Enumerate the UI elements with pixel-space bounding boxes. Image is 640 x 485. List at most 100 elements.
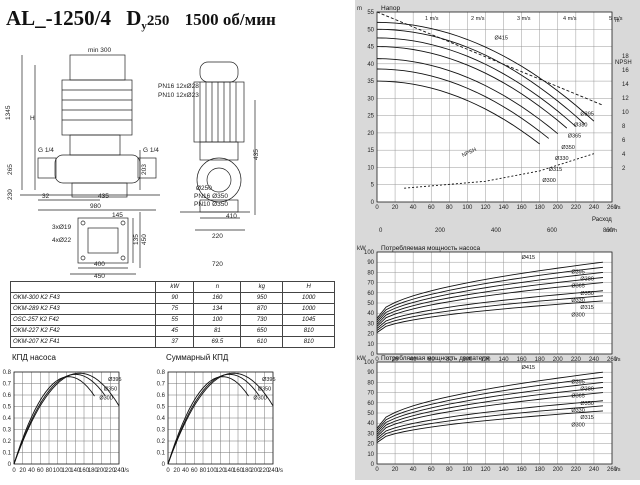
pump-efficiency-curve-label: Ø350 xyxy=(104,386,117,392)
pump-power-chart-curve xyxy=(376,290,603,329)
head-chart-ytick: 20 xyxy=(367,131,374,137)
nominal-diameter-value: 250 xyxy=(146,13,170,29)
pump-power-chart-xtick: 240 xyxy=(589,357,600,363)
motor-power-chart-ytick: 80 xyxy=(367,380,374,386)
motor-power-chart-label: Ø330 xyxy=(571,408,584,414)
motor-power-chart-xtick: 180 xyxy=(535,467,546,473)
pump-power-chart-xtick: 100 xyxy=(462,357,473,363)
total-efficiency-xtick: 80 xyxy=(200,468,207,474)
npsh-tick: 6 xyxy=(622,138,626,144)
plot-frame xyxy=(13,371,120,465)
dim-450: 450 xyxy=(94,273,105,278)
pump-efficiency-ytick: 0.5 xyxy=(3,405,12,411)
inlet-flange xyxy=(37,157,57,179)
head-chart-xtick: 20 xyxy=(392,205,399,211)
motor-power-chart-label: Ø350 xyxy=(580,401,593,407)
pump-power-chart-ytick: 20 xyxy=(367,332,374,338)
table-cell: 160 xyxy=(193,292,242,304)
head-chart-background xyxy=(377,12,612,202)
dim-4x22: 4xØ22 xyxy=(52,237,72,244)
pump-efficiency-xtick: 20 xyxy=(19,468,26,474)
dim-435: 435 xyxy=(98,193,109,200)
head-chart-ytick: 35 xyxy=(367,79,374,85)
dim-pn16-holes: PN16 12xØ28 xyxy=(158,83,199,90)
dim-410: 410 xyxy=(226,213,237,220)
flow-axis-label: Расход xyxy=(592,217,612,223)
total-efficiency-xtick: 40 xyxy=(182,468,189,474)
total-efficiency-curve xyxy=(167,373,260,465)
head-curve xyxy=(376,28,586,125)
total-efficiency-xtick: 180 xyxy=(242,468,253,474)
head-chart-ytick: 45 xyxy=(367,45,374,51)
pump-efficiency-xtick: 220 xyxy=(105,468,116,474)
pump-efficiency-ytick: 0 xyxy=(8,462,12,468)
motor-power-chart-xtick: 80 xyxy=(446,467,453,473)
head-chart-xtick: 220 xyxy=(571,205,582,211)
total-efficiency-ytick: 0.4 xyxy=(157,416,166,422)
m3h-tick: 0 xyxy=(379,228,383,234)
pump-efficiency-grid xyxy=(13,371,120,465)
npsh-tick: 10 xyxy=(622,110,629,116)
pump-power-chart-label: Ø330 xyxy=(571,298,584,304)
total-efficiency-ytick: 0.5 xyxy=(157,405,166,411)
pump-power-chart-xtick: 80 xyxy=(446,357,453,363)
table-header: n xyxy=(193,281,242,293)
table-cell: 100 xyxy=(193,314,242,326)
plot-frame xyxy=(376,11,613,203)
table-cell: 90 xyxy=(155,292,195,304)
diameter-label: Ø395 xyxy=(580,112,593,118)
velocity-label: 2 m/s xyxy=(471,16,485,22)
head-curve xyxy=(376,37,577,127)
total-efficiency-title: Суммарный КПД xyxy=(166,353,229,362)
pump-power-chart-title: Потребляемая мощность насоса xyxy=(381,244,480,252)
total-efficiency-xtick: 220 xyxy=(259,468,270,474)
pump-efficiency-xtick: 180 xyxy=(88,468,99,474)
total-efficiency-xtick: 100 xyxy=(207,468,218,474)
pump-efficiency-curve-label: Ø300 xyxy=(99,396,112,402)
dim-400: 400 xyxy=(94,261,105,268)
pump-power-chart-xtick: 40 xyxy=(410,357,417,363)
table-cell: 37 xyxy=(155,336,195,348)
table-cell: OKM-227 K2 F42 xyxy=(9,325,157,337)
dim-135: 135 xyxy=(133,234,140,245)
total-efficiency-xtick: 200 xyxy=(250,468,261,474)
pump-power-chart-ytick: 30 xyxy=(367,321,374,327)
head-chart-xtick: 180 xyxy=(535,205,546,211)
head-chart-xtick: 80 xyxy=(446,205,453,211)
pump-power-chart-curve xyxy=(376,271,604,323)
diameter-label: Ø365 xyxy=(568,134,581,140)
pump-power-chart-curve xyxy=(376,300,603,333)
pump-power-chart-xtick: 60 xyxy=(428,357,435,363)
head-curve-top xyxy=(376,11,604,106)
total-efficiency-curve-label: Ø350 xyxy=(258,386,271,392)
pump-power-chart-xtick: 200 xyxy=(553,357,564,363)
dim-145: 145 xyxy=(112,212,123,219)
table-header: kW xyxy=(155,281,195,293)
motor-power-chart-curve xyxy=(376,381,604,433)
pump-power-chart-label: Ø415 xyxy=(522,255,535,261)
total-efficiency-xtick: 60 xyxy=(191,468,198,474)
pump-power-chart-ytick: 10 xyxy=(367,342,374,348)
table-cell: 730 xyxy=(240,314,284,326)
head-chart-xtick: 160 xyxy=(517,205,528,211)
table-cell: 45 xyxy=(155,325,195,337)
pump-power-chart-label: Ø380 xyxy=(580,277,593,283)
motor-power-chart-ytick: 10 xyxy=(367,452,374,458)
head-chart-xtick: 200 xyxy=(553,205,564,211)
total-efficiency-ytick: 0.1 xyxy=(157,451,166,457)
model-name: AL_-1250/4 xyxy=(6,6,111,30)
head-curve xyxy=(376,68,550,139)
head-chart-ytick: 55 xyxy=(367,10,374,16)
motor-power-chart-ytick: 40 xyxy=(367,421,374,427)
motor-power-chart-xtick: 20 xyxy=(392,467,399,473)
plot-frame xyxy=(376,251,613,355)
pump-power-chart-ytick: 80 xyxy=(367,270,374,276)
pump-power-chart-curve xyxy=(376,295,603,331)
table-header: kg xyxy=(240,281,284,293)
motor-power-chart-xtick: 240 xyxy=(589,467,600,473)
total-efficiency-ytick: 0 xyxy=(162,462,166,468)
m3h-tick: 400 xyxy=(491,228,502,234)
motor-power-chart-label: Ø315 xyxy=(580,415,593,421)
pump-power-chart-ytick: 90 xyxy=(367,260,374,266)
